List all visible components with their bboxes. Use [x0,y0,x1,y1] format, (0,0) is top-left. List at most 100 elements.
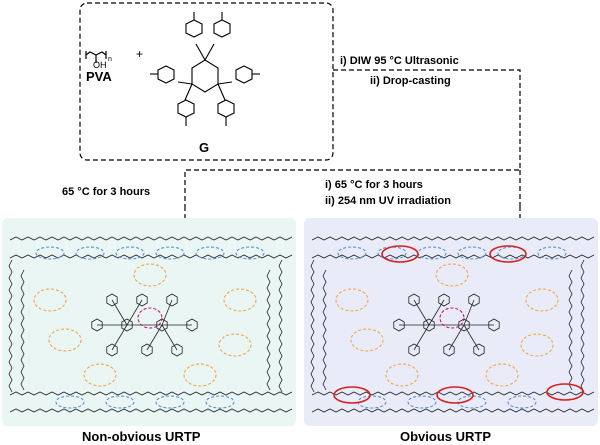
phenyl-ring [91,318,103,332]
phenyl-ring [488,318,500,332]
pva-structure [85,51,107,63]
crosslink-bond [161,324,178,351]
phenyl-ring [156,318,168,332]
hbond-ellipse-blue [537,246,567,260]
polymer-chain [580,259,585,393]
polymer-chain [9,236,293,241]
crosslink-bond [111,299,128,326]
phenyl-ring [408,293,420,307]
crosslink-bond [463,299,475,326]
hbond-ellipse-blue [105,395,135,409]
crosslink-bond [413,299,430,326]
hbond-ellipse-blue [155,246,185,260]
phenyl-ring [438,293,450,307]
phenyl-ring [468,293,480,307]
hbond-ellipse-orange [435,263,469,287]
phenyl-ring [408,343,420,357]
hbond-ellipse-red [436,386,474,404]
hbond-ellipse-magenta [439,307,465,329]
polymer-chain [9,254,293,259]
hbond-ellipse-blue [407,395,437,409]
phenyl-ring [186,318,198,332]
hbond-ellipse-blue [457,246,487,260]
hbond-ellipse-orange [183,363,217,387]
g-label: G [199,140,210,155]
plus-sign: + [136,47,144,61]
hbond-ellipse-blue [55,395,85,409]
right-network [310,236,595,413]
polymer-chain [310,259,315,393]
polymer-chain [278,259,283,393]
crosslink-bond [463,324,480,351]
hbond-ellipse-orange [48,328,82,352]
hbond-ellipse-orange [520,333,554,357]
reactant-box [79,2,334,161]
condition-step2: ii) Drop-casting [370,75,451,87]
hbond-ellipse-blue [205,395,235,409]
polymer-chain [20,269,25,391]
phenyl-ring [166,293,178,307]
right-branch-condition-2: ii) 254 nm UV irradiation [325,195,451,207]
hbond-ellipse-red [489,245,527,263]
g-molecule [150,12,260,126]
right-panel-label: Obvious URTP [400,429,492,444]
phenyl-ring [141,343,153,357]
polymer-chain [568,269,573,391]
hbond-ellipse-blue [35,246,65,260]
right-panel [304,218,598,426]
phenyl-ring [106,343,118,357]
crosslink-bond [428,299,445,326]
left-network [8,236,293,413]
pva-n: n [108,56,112,63]
polymer-chain [311,408,595,413]
hbond-ellipse-magenta [137,307,163,329]
crosslink-bond [126,299,143,326]
connector-top [184,69,521,206]
crosslink-bond [111,324,128,351]
left-panel-label: Non-obvious URTP [82,429,201,444]
polymer-chain [311,236,595,241]
hbond-ellipse-red [381,245,419,263]
polymer-chain [266,269,271,391]
crosslink-bond [161,299,173,326]
phenyl-ring [171,343,183,357]
hbond-ellipse-orange [218,333,252,357]
hbond-ellipse-red [333,386,371,404]
phenyl-ring [443,343,455,357]
phenyl-ring [423,318,435,332]
hbond-ellipse-blue [235,246,265,260]
phenyl-ring [136,293,148,307]
hbond-ellipse-blue [75,246,105,260]
left-panel [2,218,296,426]
polymer-chain [8,259,13,393]
hbond-ellipse-blue [337,246,367,260]
pva-oh: OH [93,60,107,70]
polymer-chain [311,254,595,259]
polymer-chain [9,408,293,413]
polymer-chain [9,391,293,396]
crosslink-bond [146,324,163,351]
hbond-ellipse-orange [385,363,419,387]
hbond-ellipse-blue [457,395,487,409]
hbond-ellipse-orange [223,288,257,312]
hbond-ellipses [33,245,584,409]
phenyl-ring [458,318,470,332]
hbond-ellipse-orange [33,288,67,312]
hbond-ellipse-red [546,383,584,401]
condition-step1: i) DIW 95 °C Ultrasonic [340,55,459,67]
hbond-ellipse-orange [83,363,117,387]
hbond-ellipse-orange [485,363,519,387]
polymer-chain [322,269,327,391]
hbond-ellipse-orange [525,288,559,312]
crosslink-bond [448,324,465,351]
hbond-ellipse-blue [377,246,407,260]
right-branch-condition-1: i) 65 °C for 3 hours [325,179,423,191]
phenyl-ring [473,343,485,357]
hbond-ellipse-blue [115,246,145,260]
left-branch-condition: 65 °C for 3 hours [62,186,151,198]
hbond-ellipse-orange [335,288,369,312]
phenyl-ring [106,293,118,307]
hbond-ellipse-orange [350,328,384,352]
